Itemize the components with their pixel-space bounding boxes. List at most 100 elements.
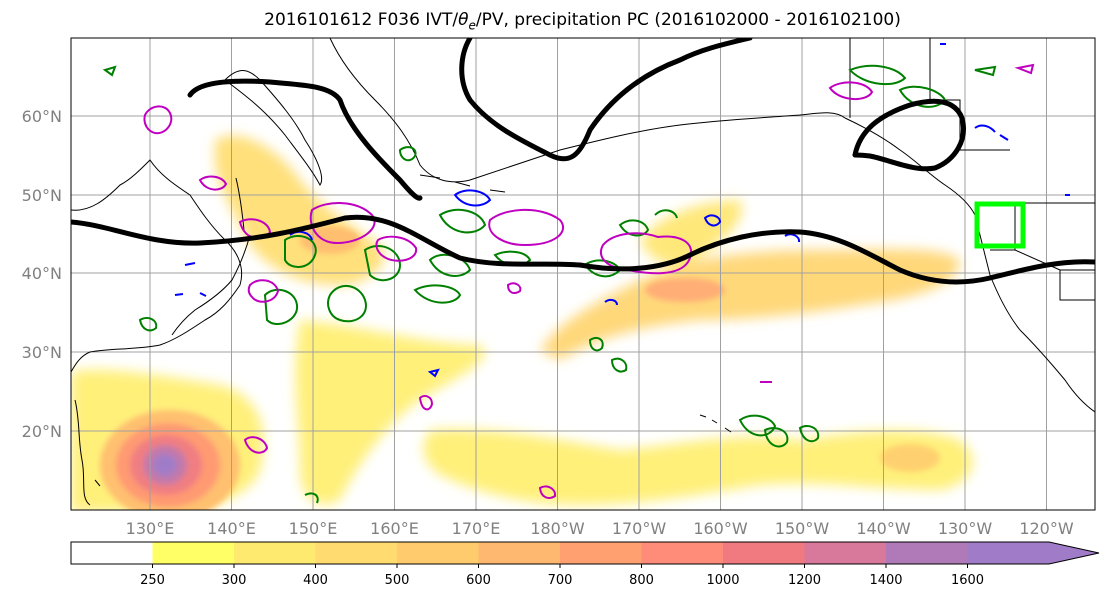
magenta-contour	[309, 202, 376, 245]
blue-contour	[427, 368, 440, 378]
colorbar-bin	[886, 542, 968, 564]
colorbar-bin	[478, 542, 561, 564]
coast-japan	[171, 234, 251, 336]
green-contour	[263, 288, 299, 325]
green-contour	[138, 317, 158, 332]
ivt-filled-core	[100, 226, 940, 510]
coast-philippines	[74, 399, 91, 506]
coast-island-chain	[94, 479, 101, 487]
figure-title: 2016101612 F036 IVT/θe/PV, precipitation…	[0, 10, 1105, 32]
colorbar-bin	[397, 542, 479, 564]
coast-alaska	[329, 38, 846, 183]
coast-us-west	[974, 214, 1095, 413]
blue-contour	[784, 233, 801, 243]
border-canada-provinces	[849, 38, 1010, 151]
colorbar-level-label: 600	[466, 573, 491, 588]
colorbar-level-label: 1400	[869, 573, 902, 588]
green-contour	[438, 208, 487, 234]
green-contour	[398, 146, 417, 162]
blue-contour	[940, 43, 1070, 196]
magenta-contour	[488, 208, 565, 247]
magenta-contour	[375, 235, 418, 262]
map-frame	[70, 37, 1096, 511]
colorbar-bin	[723, 542, 805, 564]
colorbar-level-label: 300	[222, 573, 247, 588]
green-contour	[763, 427, 789, 448]
green-contour	[610, 357, 628, 373]
title-theta: θ	[458, 10, 469, 30]
magenta-contour	[247, 279, 280, 303]
pv-contour-main	[71, 214, 1095, 285]
coastlines	[71, 38, 1095, 506]
pv-contour-gulf	[852, 98, 966, 172]
lon-label: 120°W	[1019, 519, 1074, 538]
green-contour	[738, 414, 777, 437]
ivt-shading-southern-band	[423, 429, 973, 505]
lat-label: 50°N	[22, 186, 62, 205]
colorbar-level-label: 800	[629, 573, 654, 588]
colorbar-bin	[560, 542, 642, 564]
colorbar-bin	[315, 542, 398, 564]
precip-contours-blue	[174, 43, 1070, 378]
green-contour	[588, 337, 604, 352]
green-contour	[284, 235, 317, 268]
colorbar-bin	[71, 542, 153, 564]
lon-label: 160°W	[693, 519, 748, 538]
colorbar-outline	[70, 541, 1100, 565]
colorbar-extend-arrow	[967, 542, 1099, 564]
colorbar-bins	[70, 541, 1100, 565]
lon-label: 170°W	[612, 519, 667, 538]
magenta-contour	[243, 436, 269, 454]
lat-label: 30°N	[22, 343, 62, 362]
magenta-contour	[828, 81, 874, 100]
magenta-contour	[538, 485, 557, 499]
blue-contour	[974, 124, 1009, 141]
lon-label: 140°W	[856, 519, 911, 538]
map-panel: 20°N 30°N 40°N 50°N 60°N 130°E 140°E 150°E 160°…	[22, 37, 1096, 538]
green-contour	[428, 253, 472, 277]
blue-contour	[174, 262, 207, 297]
lon-label: 180°W	[530, 519, 585, 538]
ivt-shading-plume	[540, 249, 960, 360]
colorbar-level-label: 500	[385, 573, 410, 588]
lon-label: 140°E	[207, 519, 256, 538]
lat-label: 20°N	[22, 422, 62, 441]
lon-label: 160°E	[370, 519, 419, 538]
pv-contours	[71, 38, 1095, 285]
lon-label: 170°E	[452, 519, 501, 538]
magenta-contour	[506, 282, 522, 294]
lat-label: 40°N	[22, 264, 62, 283]
pv-contour-alaska	[459, 38, 753, 162]
coast-hawaii	[699, 414, 732, 433]
blue-contour	[703, 214, 722, 227]
ivt-core-center	[153, 454, 177, 476]
lat-label: 60°N	[22, 107, 62, 126]
green-contour	[654, 209, 678, 219]
green-contour	[327, 285, 367, 323]
coast-aleutians	[419, 174, 506, 193]
title-theta-subscript: e	[468, 18, 476, 33]
magenta-contour	[143, 105, 173, 135]
green-contour	[413, 284, 462, 304]
longitude-labels: 130°E 140°E 150°E 160°E 170°E 180°W 170°W 160°W…	[126, 519, 1074, 538]
green-contour	[363, 245, 402, 282]
colorbar-level-label: 1000	[706, 573, 739, 588]
colorbar-level-label: 700	[548, 573, 573, 588]
blue-contour	[289, 230, 313, 241]
coast-sakhalin	[235, 177, 245, 231]
colorbar-bin	[641, 542, 724, 564]
green-contour	[798, 425, 820, 443]
lon-label: 130°W	[938, 519, 993, 538]
ivt-sw-peak	[880, 444, 940, 472]
blue-contour	[604, 298, 618, 306]
colorbar-labels: 250 300 400 500 600 700 800 1000 1200 1400 1600	[140, 564, 984, 588]
ivt-shading-central	[295, 320, 485, 505]
colorbar-level-label: 1200	[788, 573, 821, 588]
colorbar-bin	[804, 542, 887, 564]
colorbar: 250 300 400 500 600 700 800 1000 1200 1400 1600	[70, 541, 1100, 588]
green-contour	[848, 64, 907, 86]
magenta-contour	[418, 395, 434, 411]
green-contour	[304, 492, 319, 504]
colorbar-bin	[234, 542, 316, 564]
latitude-labels: 20°N 30°N 40°N 50°N 60°N	[22, 107, 62, 441]
